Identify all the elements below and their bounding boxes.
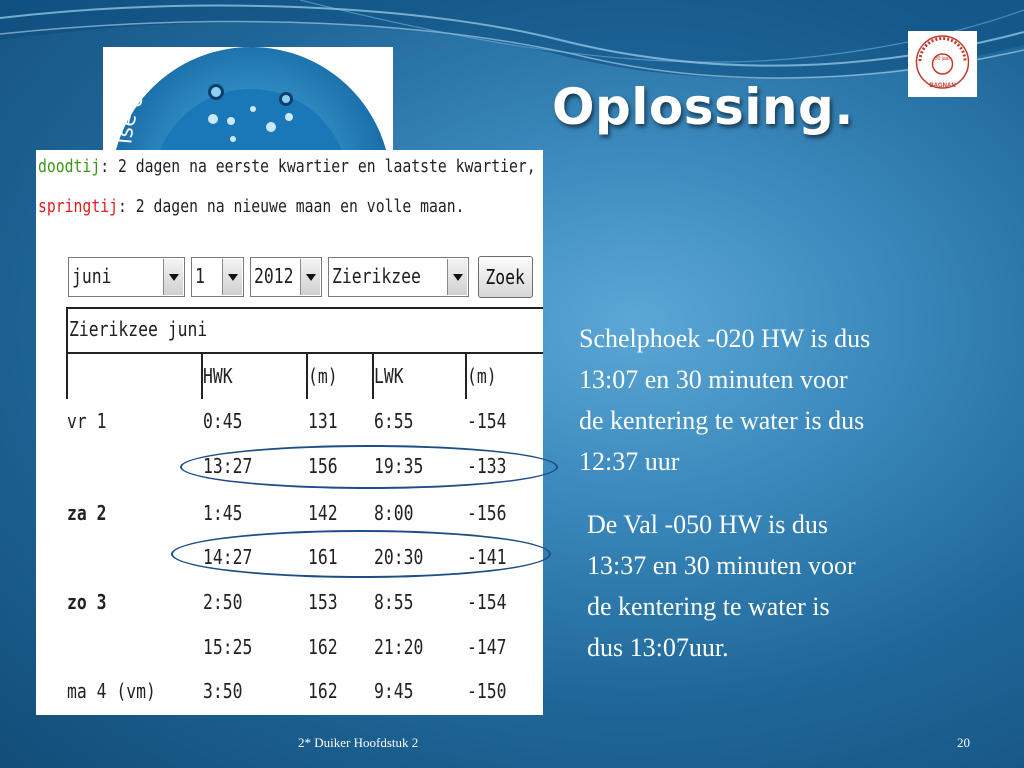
header-lwk-m: (m) [467, 364, 497, 388]
year-value: 2012 [254, 264, 294, 288]
row-lwk: 21:20 [374, 635, 424, 659]
deval-line: 13:37 en 30 minuten voor [587, 551, 856, 580]
highlight-ellipse [171, 530, 551, 578]
legend-doodtij: doodtij: 2 dagen na eerste kwartier en l… [38, 156, 536, 177]
day-value: 1 [195, 264, 205, 288]
deval-line: de kentering te water is [587, 592, 830, 621]
row-lwk-m: -154 [467, 409, 507, 433]
row-lwk: 6:55 [374, 409, 414, 433]
row-day: za 2 [67, 501, 107, 525]
header-hwk-m: (m) [308, 364, 338, 388]
deval-line: dus 13:07uur. [587, 633, 729, 662]
schelphoek-explanation: Schelphoek -020 HW is dus 13:07 en 30 mi… [579, 318, 870, 482]
legend-springtij: springtij: 2 dagen na nieuwe maan en vol… [38, 196, 465, 217]
chevron-down-icon[interactable] [163, 259, 183, 295]
header-divider-2 [306, 352, 308, 399]
schelphoek-line: de kentering te water is dus [579, 406, 865, 435]
tide-table-panel: doodtij: 2 dagen na eerste kwartier en l… [36, 150, 543, 715]
row-lwk: 8:55 [374, 590, 414, 614]
highlight-ellipse [180, 445, 558, 489]
year-select[interactable]: 2012 [250, 257, 322, 297]
header-divider-3 [372, 352, 374, 399]
row-day: ma 4 (vm) [67, 679, 156, 703]
month-select[interactable]: juni [68, 257, 185, 297]
row-hwk-m: 162 [308, 635, 338, 659]
logo-bagnan-text: BAGNAN [929, 83, 955, 89]
row-day: zo 3 [67, 590, 107, 614]
schelphoek-line: 13:07 en 30 minuten voor [579, 365, 848, 394]
row-hwk: 15:25 [203, 635, 253, 659]
row-hwk: 0:45 [203, 409, 243, 433]
row-lwk-m: -156 [467, 501, 507, 525]
header-hwk: HWK [203, 364, 233, 388]
doodtij-text: : 2 dagen na eerste kwartier en laatste … [100, 156, 536, 177]
search-button-label: Zoek [485, 265, 526, 289]
row-hwk: 1:45 [203, 501, 243, 525]
caption-divider [66, 352, 543, 354]
row-hwk: 2:50 [203, 590, 243, 614]
location-value: Zierikzee [332, 264, 421, 288]
chevron-down-icon[interactable] [222, 259, 242, 295]
row-hwk-m: 142 [308, 501, 338, 525]
day-select[interactable]: 1 [191, 257, 244, 297]
deval-line: De Val -050 HW is dus [587, 510, 828, 539]
springtij-text: : 2 dagen na nieuwe maan en volle maan. [117, 196, 465, 217]
row-hwk-m: 153 [308, 590, 338, 614]
doodtij-key: doodtij [38, 156, 101, 177]
table-caption: Zierikzee juni [69, 317, 208, 341]
slide-footer: 2* Duiker Hoofdstuk 2 [298, 735, 419, 750]
club-logo: lse onderwatersportvereni [103, 47, 393, 150]
row-lwk-m: -150 [467, 679, 507, 703]
slide-number: 20 [957, 735, 970, 750]
table-top-border [66, 307, 543, 309]
row-lwk: 8:00 [374, 501, 414, 525]
anniversary-logo: 30 jaar BAGNAN [908, 31, 977, 97]
location-select[interactable]: Zierikzee [328, 257, 469, 297]
header-lwk: LWK [374, 364, 404, 388]
row-hwk-m: 131 [308, 409, 338, 433]
chevron-down-icon[interactable] [447, 259, 467, 295]
header-divider-4 [465, 352, 467, 399]
schelphoek-line: Schelphoek -020 HW is dus [579, 324, 871, 353]
row-lwk-m: -147 [467, 635, 507, 659]
row-lwk-m: -154 [467, 590, 507, 614]
logo-jubilee-text: 30 jaar [935, 56, 951, 62]
row-day: vr 1 [67, 409, 107, 433]
chevron-down-icon[interactable] [300, 259, 320, 295]
row-lwk: 9:45 [374, 679, 414, 703]
month-value: juni [72, 264, 112, 288]
springtij-key: springtij [38, 196, 118, 217]
slide-title: Oplossing. [552, 78, 854, 136]
schelphoek-line: 12:37 uur [579, 447, 680, 476]
row-hwk-m: 162 [308, 679, 338, 703]
header-divider-1 [201, 352, 203, 399]
row-hwk: 3:50 [203, 679, 243, 703]
deval-explanation: De Val -050 HW is dus 13:37 en 30 minute… [587, 504, 856, 668]
search-button[interactable]: Zoek [478, 256, 533, 298]
